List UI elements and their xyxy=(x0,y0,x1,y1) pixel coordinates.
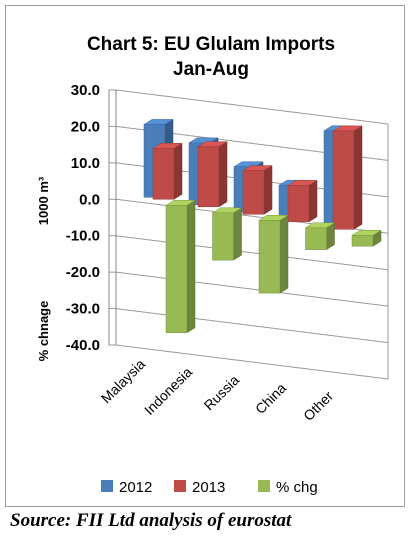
bar-chg-other-front xyxy=(351,235,374,247)
category-label: Indonesia xyxy=(141,364,195,418)
bar-2013-china-front xyxy=(287,185,310,223)
side-wall xyxy=(108,89,117,346)
bar-chg-malaysia xyxy=(165,199,196,334)
bar-2013-china-side xyxy=(308,179,318,223)
legend-swatch xyxy=(101,480,113,492)
bar-2013-malaysia-front xyxy=(152,148,175,200)
legend-entry: 2013 xyxy=(192,479,225,496)
bar-2013-russia xyxy=(242,165,273,215)
y-tick-label: 10.0 xyxy=(71,155,100,172)
bar-chg-russia xyxy=(258,214,289,294)
bar-chg-china-front xyxy=(305,227,327,250)
bar-chg-indonesia-front xyxy=(212,212,234,261)
category-label: Malaysia xyxy=(98,356,149,407)
bar-2013-russia-front xyxy=(242,170,265,215)
bar-chg-indonesia-side xyxy=(233,207,242,261)
gridline xyxy=(115,89,389,125)
chart-subtitle: Jan-Aug xyxy=(173,59,249,80)
chart-frame: Chart 5: EU Glulam Imports Jan-Aug 30.0 2… xyxy=(5,5,405,507)
bar-chg-malaysia-side xyxy=(186,199,196,334)
y-axis-label-pct: % chnage xyxy=(36,301,51,362)
legend: 2012 2013 % chg xyxy=(101,479,318,496)
y-tick-label: 20.0 xyxy=(71,118,100,135)
legend-swatch xyxy=(174,480,186,492)
bar-2013-indonesia-front xyxy=(197,146,220,208)
bar-2013-indonesia xyxy=(197,141,228,208)
chart-walls xyxy=(108,89,117,346)
bar-chg-malaysia-front xyxy=(165,205,188,334)
y-tick-label: 30.0 xyxy=(71,82,100,99)
legend-swatch xyxy=(258,480,270,492)
y-tick-label: -30.0 xyxy=(66,301,100,318)
bar-2013-other-side xyxy=(353,125,363,230)
y-tick-label: -10.0 xyxy=(66,228,100,245)
bar-2013-malaysia xyxy=(152,142,183,200)
y-axis-ticks: 30.0 20.0 10.0 0.0 -10.0 -20.0 -30.0 -40.0 xyxy=(66,82,100,354)
bar-chg-china xyxy=(304,222,336,251)
bar-chg-russia-side xyxy=(279,214,289,294)
legend-entry: % chg xyxy=(276,479,318,496)
bar-chg-indonesia xyxy=(211,207,243,261)
chart-title: Chart 5: EU Glulam Imports xyxy=(87,34,335,55)
bar-2013-malaysia-side xyxy=(173,142,183,200)
bar-2013-indonesia-side xyxy=(218,141,228,208)
category-label: Other xyxy=(300,388,336,424)
legend-entry: 2012 xyxy=(119,479,152,496)
y-tick-label: -20.0 xyxy=(66,264,100,281)
bar-chg-russia-front xyxy=(258,220,281,294)
gridline xyxy=(115,344,389,380)
gridline xyxy=(115,271,389,307)
bar-2013-other-front xyxy=(332,130,355,230)
source-caption: Source: FII Ltd analysis of eurostat xyxy=(10,510,292,531)
y-tick-label: -40.0 xyxy=(66,337,100,354)
category-label: China xyxy=(252,380,289,417)
bar-2013-china xyxy=(287,179,318,223)
y-tick-label: 0.0 xyxy=(79,191,100,208)
bar-2013-other xyxy=(332,125,363,230)
y-axis-label-units: 1000 m³ xyxy=(36,176,51,225)
bar-chg-other xyxy=(351,229,382,247)
bar-2013-russia-side xyxy=(263,165,273,215)
gridline xyxy=(115,235,389,271)
category-label: Russia xyxy=(201,372,243,414)
chart-canvas: Chart 5: EU Glulam Imports Jan-Aug 30.0 2… xyxy=(36,34,389,496)
gridline xyxy=(115,308,389,344)
bars xyxy=(143,118,382,334)
